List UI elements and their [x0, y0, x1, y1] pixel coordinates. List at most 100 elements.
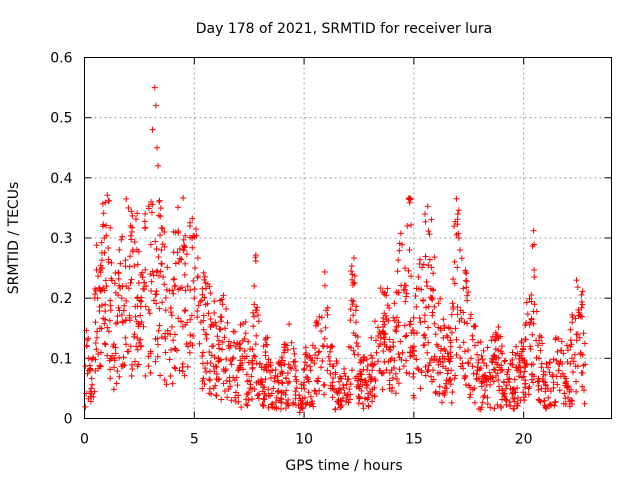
data-point [375, 358, 382, 365]
data-point [512, 389, 519, 396]
data-point [467, 315, 474, 322]
data-point [369, 392, 376, 399]
data-point [429, 295, 436, 302]
data-point [171, 275, 178, 282]
data-point [489, 359, 496, 366]
data-point [515, 364, 522, 371]
data-point [248, 373, 255, 380]
data-point [426, 231, 433, 238]
data-point [104, 324, 111, 331]
data-point [301, 385, 308, 392]
data-point [122, 257, 129, 264]
data-point [303, 362, 310, 369]
data-point [232, 343, 239, 350]
data-point [304, 399, 311, 406]
data-point [94, 328, 101, 335]
data-point [217, 318, 224, 325]
data-point [536, 332, 543, 339]
data-point [569, 319, 576, 326]
data-point [96, 303, 103, 310]
data-point [319, 358, 326, 365]
data-point [201, 273, 208, 280]
data-point [316, 348, 323, 355]
data-point [386, 381, 393, 388]
data-point [178, 318, 185, 325]
data-point [431, 356, 438, 363]
data-point [264, 334, 271, 341]
data-point [522, 391, 529, 398]
data-point [574, 331, 581, 338]
data-point [523, 361, 530, 368]
data-point [524, 311, 531, 318]
data-point [196, 340, 203, 347]
data-point [417, 319, 424, 326]
data-point [351, 272, 358, 279]
data-point [161, 376, 168, 383]
data-point [428, 264, 435, 271]
data-point [235, 392, 242, 399]
data-point [474, 376, 481, 383]
data-point [205, 310, 212, 317]
data-point [384, 285, 391, 292]
data-point [88, 385, 95, 392]
data-point [206, 390, 213, 397]
data-point [175, 315, 182, 322]
data-point [491, 405, 498, 412]
data-point [482, 372, 489, 379]
data-point [581, 400, 588, 407]
data-point [365, 402, 372, 409]
data-point [114, 319, 121, 326]
data-point [321, 381, 328, 388]
data-point [379, 370, 386, 377]
data-point [342, 398, 349, 405]
data-point [188, 312, 195, 319]
data-point [422, 253, 429, 260]
data-point [118, 311, 125, 318]
data-point [184, 283, 191, 290]
data-point [190, 277, 197, 284]
data-point [338, 386, 345, 393]
data-point [154, 335, 161, 342]
data-point [455, 230, 462, 237]
data-point [207, 290, 214, 297]
data-point [219, 301, 226, 308]
data-point [157, 205, 164, 212]
data-point [426, 256, 433, 263]
data-point [368, 375, 375, 382]
data-point [564, 358, 571, 365]
data-point [200, 269, 207, 276]
data-point [314, 355, 321, 362]
data-point [324, 367, 331, 374]
data-point [460, 339, 467, 346]
data-point [518, 374, 525, 381]
data-point [265, 356, 272, 363]
data-point [93, 266, 100, 273]
data-point [405, 267, 412, 274]
data-point [479, 399, 486, 406]
data-point [142, 303, 149, 310]
data-point [125, 285, 132, 292]
data-point [311, 360, 318, 367]
data-point [454, 221, 461, 228]
data-point [269, 367, 276, 374]
data-point [428, 216, 435, 223]
data-point [183, 340, 190, 347]
data-point [377, 340, 384, 347]
data-point [349, 301, 356, 308]
data-point [301, 365, 308, 372]
data-point [250, 309, 257, 316]
y-tick-label: 0.1 [50, 351, 72, 367]
data-point [123, 195, 130, 202]
data-point [189, 244, 196, 251]
data-point [250, 352, 257, 359]
data-point [358, 376, 365, 383]
data-point [95, 273, 102, 280]
data-point [400, 363, 407, 370]
data-point [210, 363, 217, 370]
data-point [149, 268, 156, 275]
data-point [408, 273, 415, 280]
data-point [522, 322, 529, 329]
data-point [440, 334, 447, 341]
data-point [186, 349, 193, 356]
data-point [242, 330, 249, 337]
